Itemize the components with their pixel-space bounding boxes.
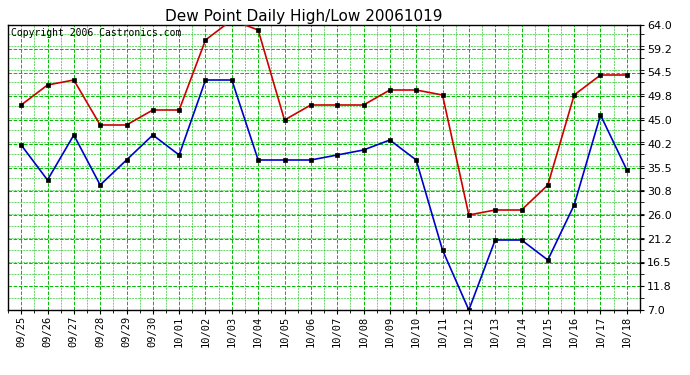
Text: Dew Point Daily High/Low 20061019: Dew Point Daily High/Low 20061019	[165, 9, 442, 24]
Text: Copyright 2006 Castronics.com: Copyright 2006 Castronics.com	[11, 28, 181, 38]
